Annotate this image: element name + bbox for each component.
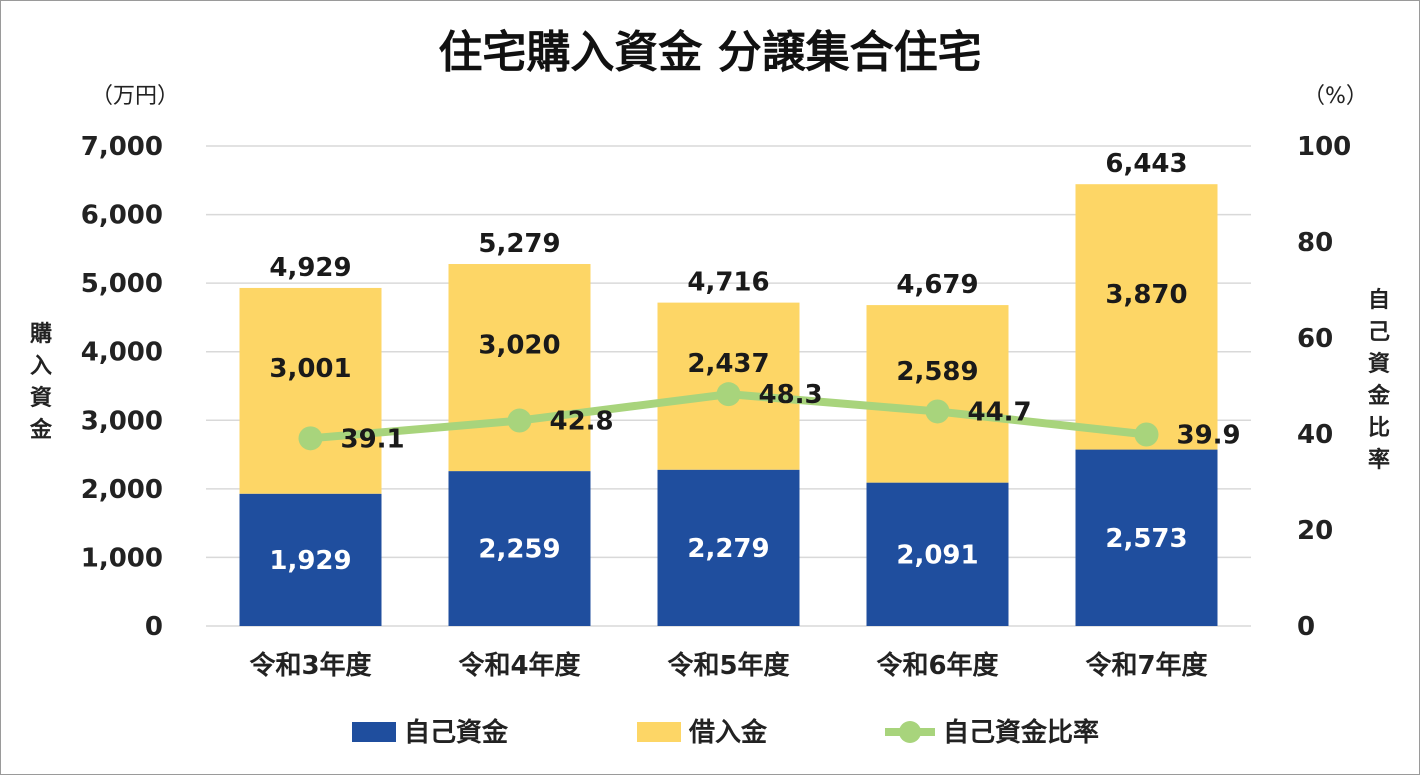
category-label: 令和5年度 bbox=[667, 650, 789, 681]
bar-own-funds bbox=[448, 471, 591, 626]
bar-loan bbox=[448, 264, 591, 472]
loan-value: 3,001 bbox=[269, 354, 351, 384]
own-funds-value: 2,279 bbox=[687, 534, 769, 564]
ratio-marker bbox=[925, 399, 950, 424]
loan-value: 2,589 bbox=[896, 357, 978, 387]
ratio-marker bbox=[716, 382, 741, 407]
category-label: 令和3年度 bbox=[249, 650, 371, 681]
left-tick-label: 7,000 bbox=[81, 132, 163, 162]
data-labels: 1,929 3,001 4,929 39.1 2,259 3,020 5,279 42.8 2,… bbox=[269, 149, 1240, 576]
bar-loan bbox=[1075, 184, 1218, 450]
bar-own-funds bbox=[657, 469, 800, 626]
ratio-value: 39.9 bbox=[1177, 420, 1241, 450]
bar-own-funds bbox=[866, 482, 1009, 626]
left-tick-label: 4,000 bbox=[81, 338, 163, 368]
loan-value: 3,870 bbox=[1105, 280, 1187, 310]
own-funds-value: 2,091 bbox=[896, 540, 978, 570]
ratio-marker bbox=[298, 426, 323, 451]
left-axis-label: 購入資金 bbox=[29, 322, 53, 443]
left-tick-label: 5,000 bbox=[81, 269, 163, 299]
right-tick-label: 80 bbox=[1297, 228, 1333, 258]
left-tick-label: 0 bbox=[145, 612, 163, 642]
ratio-marker bbox=[507, 408, 532, 433]
ratio-value: 44.7 bbox=[968, 397, 1032, 427]
legend-swatch-ratio-marker bbox=[899, 721, 921, 743]
legend-label-ratio: 自己資金比率 bbox=[943, 717, 1099, 748]
ratio-line-series bbox=[298, 382, 1159, 451]
total-value: 4,679 bbox=[896, 270, 978, 300]
left-tick-label: 3,000 bbox=[81, 406, 163, 436]
total-value: 4,929 bbox=[269, 253, 351, 283]
category-label: 令和4年度 bbox=[458, 650, 580, 681]
legend-label-own-funds: 自己資金 bbox=[404, 717, 509, 748]
chart-title: 住宅購入資金 分譲集合住宅 bbox=[438, 27, 981, 78]
own-funds-value: 1,929 bbox=[269, 546, 351, 576]
left-axis-ticks: 0 1,000 2,000 3,000 4,000 5,000 6,000 7,000 bbox=[81, 132, 163, 642]
bar-loan bbox=[866, 305, 1009, 483]
loan-value: 2,437 bbox=[687, 349, 769, 379]
right-tick-label: 100 bbox=[1297, 132, 1351, 162]
bar-loan bbox=[239, 287, 382, 494]
right-axis-title: 自己資金比率 bbox=[1367, 287, 1391, 473]
category-labels: 令和3年度 令和4年度 令和5年度 令和6年度 令和7年度 bbox=[249, 650, 1207, 681]
total-value: 6,443 bbox=[1105, 149, 1187, 179]
ratio-value: 48.3 bbox=[759, 380, 823, 410]
bar-own-funds bbox=[1075, 449, 1218, 626]
right-tick-label: 40 bbox=[1297, 420, 1333, 450]
legend-swatch-own-funds bbox=[352, 722, 396, 742]
right-tick-label: 0 bbox=[1297, 612, 1315, 642]
total-value: 4,716 bbox=[687, 268, 769, 298]
right-tick-label: 20 bbox=[1297, 516, 1333, 546]
category-label: 令和7年度 bbox=[1085, 650, 1207, 681]
left-tick-label: 2,000 bbox=[81, 475, 163, 505]
legend-swatch-loan bbox=[637, 722, 681, 742]
right-axis-label: 自己資金比率 bbox=[1367, 287, 1391, 473]
ratio-marker bbox=[1134, 422, 1159, 447]
own-funds-value: 2,573 bbox=[1105, 524, 1187, 554]
total-value: 5,279 bbox=[478, 229, 560, 259]
ratio-value: 39.1 bbox=[341, 424, 405, 454]
legend-label-loan: 借入金 bbox=[688, 717, 768, 748]
category-label: 令和6年度 bbox=[876, 650, 998, 681]
ratio-value: 42.8 bbox=[550, 407, 614, 437]
own-funds-value: 2,259 bbox=[478, 535, 560, 565]
right-axis-unit: （%） bbox=[1303, 84, 1368, 109]
left-axis-unit: （万円） bbox=[91, 84, 179, 109]
left-tick-label: 6,000 bbox=[81, 201, 163, 231]
left-axis-title: 購入資金 bbox=[29, 322, 53, 443]
right-axis-ticks: 0 20 40 60 80 100 bbox=[1297, 132, 1351, 642]
right-tick-label: 60 bbox=[1297, 324, 1333, 354]
loan-value: 3,020 bbox=[478, 331, 560, 361]
left-tick-label: 1,000 bbox=[81, 543, 163, 573]
legend: 自己資金 借入金 自己資金比率 bbox=[352, 717, 1099, 748]
bar-own-funds bbox=[239, 493, 382, 626]
